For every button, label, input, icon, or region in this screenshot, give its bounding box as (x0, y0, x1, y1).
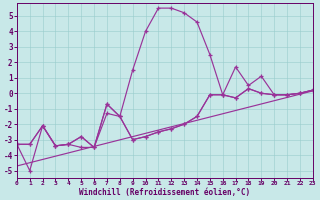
X-axis label: Windchill (Refroidissement éolien,°C): Windchill (Refroidissement éolien,°C) (79, 188, 250, 197)
